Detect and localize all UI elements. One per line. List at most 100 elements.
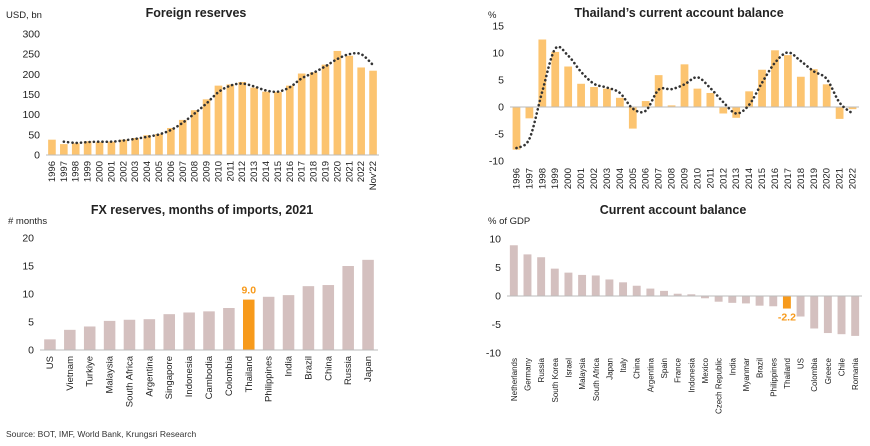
y-axis-unit: # months [8, 216, 47, 227]
bar [285, 85, 294, 155]
bar [226, 84, 235, 155]
x-tick-label: Malaysia [578, 357, 587, 389]
x-tick-label: 2011 [225, 161, 236, 181]
x-tick-label: 2017 [783, 168, 794, 189]
bar [758, 69, 766, 107]
x-tick-label: 2002 [589, 168, 600, 189]
x-tick-label: Indonesia [184, 355, 195, 397]
x-tick-label: Nov'22 [368, 161, 379, 190]
bar [728, 296, 737, 303]
y-tick-label: 200 [22, 69, 40, 81]
bar [646, 288, 655, 296]
y-tick-label: 15 [22, 261, 34, 273]
bar [262, 91, 270, 155]
x-tick-label: South Africa [124, 355, 135, 407]
x-tick-label: 2013 [249, 161, 260, 182]
bar-highlight [242, 299, 255, 350]
x-tick-label: India [284, 355, 295, 376]
bar [810, 296, 819, 329]
y-tick-label: 0 [498, 102, 504, 114]
x-tick-label: Spain [660, 358, 669, 378]
y-tick-label: -5 [495, 129, 504, 141]
x-tick-label: 2000 [563, 168, 574, 189]
bar [123, 319, 136, 350]
x-tick-label: 2011 [705, 168, 716, 188]
bar [848, 107, 857, 110]
x-tick-label: Colombia [224, 355, 235, 396]
bar-highlight [782, 296, 791, 309]
bar [851, 296, 860, 336]
x-tick-label: Argentina [144, 355, 155, 396]
bar [719, 107, 728, 114]
y-tick-label: 20 [22, 233, 34, 245]
x-tick-label: Singapore [164, 356, 175, 399]
chart-title: Current account balance [600, 203, 747, 217]
bar [342, 266, 354, 350]
x-tick-label: 2013 [731, 168, 742, 189]
y-tick-label: 10 [22, 289, 34, 301]
x-tick-label: 2006 [641, 168, 652, 189]
y-tick-label: 250 [22, 49, 40, 61]
x-tick-label: 2012 [237, 161, 248, 182]
bar [297, 73, 306, 155]
x-tick-label: Indonesia [687, 357, 696, 392]
x-tick-label: Vietnam [65, 356, 76, 391]
bar [203, 311, 215, 350]
bar [654, 75, 663, 107]
source-note: Source: BOT, IMF, World Bank, Krungsri R… [6, 429, 197, 439]
y-tick-label: 300 [22, 29, 40, 41]
bar [619, 282, 628, 296]
bar [769, 296, 778, 307]
bar [578, 274, 587, 296]
x-tick-label: Germany [523, 358, 532, 391]
x-tick-label: 2016 [285, 161, 296, 182]
x-tick-label: 2017 [297, 161, 308, 182]
bar [564, 66, 573, 107]
bar [538, 39, 547, 107]
y-tick-label: 10 [492, 48, 504, 60]
x-tick-label: 1997 [59, 161, 70, 182]
y-tick-label: 150 [22, 89, 40, 101]
x-tick-label: 2019 [809, 168, 820, 189]
bar [163, 314, 176, 350]
bar [796, 296, 805, 317]
x-tick-label: 2003 [602, 168, 613, 189]
x-tick-label: 2015 [757, 168, 768, 189]
x-tick-label: France [674, 357, 683, 382]
x-tick-label: 2009 [680, 168, 691, 189]
bar [551, 51, 560, 107]
x-tick-label: 1998 [537, 168, 548, 189]
x-tick-label: 2020 [822, 168, 833, 189]
bar [693, 88, 702, 107]
x-tick-label: 2012 [718, 168, 729, 189]
x-tick-label: 1998 [71, 161, 82, 182]
x-tick-label: 2019 [320, 161, 331, 182]
bar [250, 87, 258, 155]
x-tick-label: Philippines [264, 356, 275, 402]
x-tick-label: 2007 [654, 168, 665, 189]
x-tick-label: 2002 [118, 161, 129, 182]
trend-line [515, 45, 854, 150]
bar [673, 293, 682, 296]
bar [333, 50, 342, 155]
bar [605, 279, 614, 296]
bar [362, 259, 374, 350]
x-tick-label: 2022 [848, 168, 859, 189]
x-tick-label: Japan [363, 356, 374, 382]
x-tick-label: 1996 [511, 168, 522, 189]
bar [83, 326, 96, 350]
bar [796, 76, 805, 107]
x-tick-label: Czech Republic [715, 358, 724, 414]
y-tick-label: 50 [28, 129, 40, 141]
x-tick-label: 2001 [106, 161, 117, 182]
x-tick-label: Russia [537, 357, 546, 382]
bar [223, 308, 235, 350]
x-tick-label: 2000 [95, 161, 106, 182]
chart-title: FX reserves, months of imports, 2021 [91, 203, 313, 217]
x-tick-label: Japan [605, 358, 614, 380]
x-tick-label: Romania [851, 357, 860, 390]
x-tick-label: 2003 [130, 161, 141, 182]
x-tick-label: Mexico [701, 357, 710, 383]
y-tick-label: 5 [495, 262, 501, 274]
bar [835, 107, 844, 119]
